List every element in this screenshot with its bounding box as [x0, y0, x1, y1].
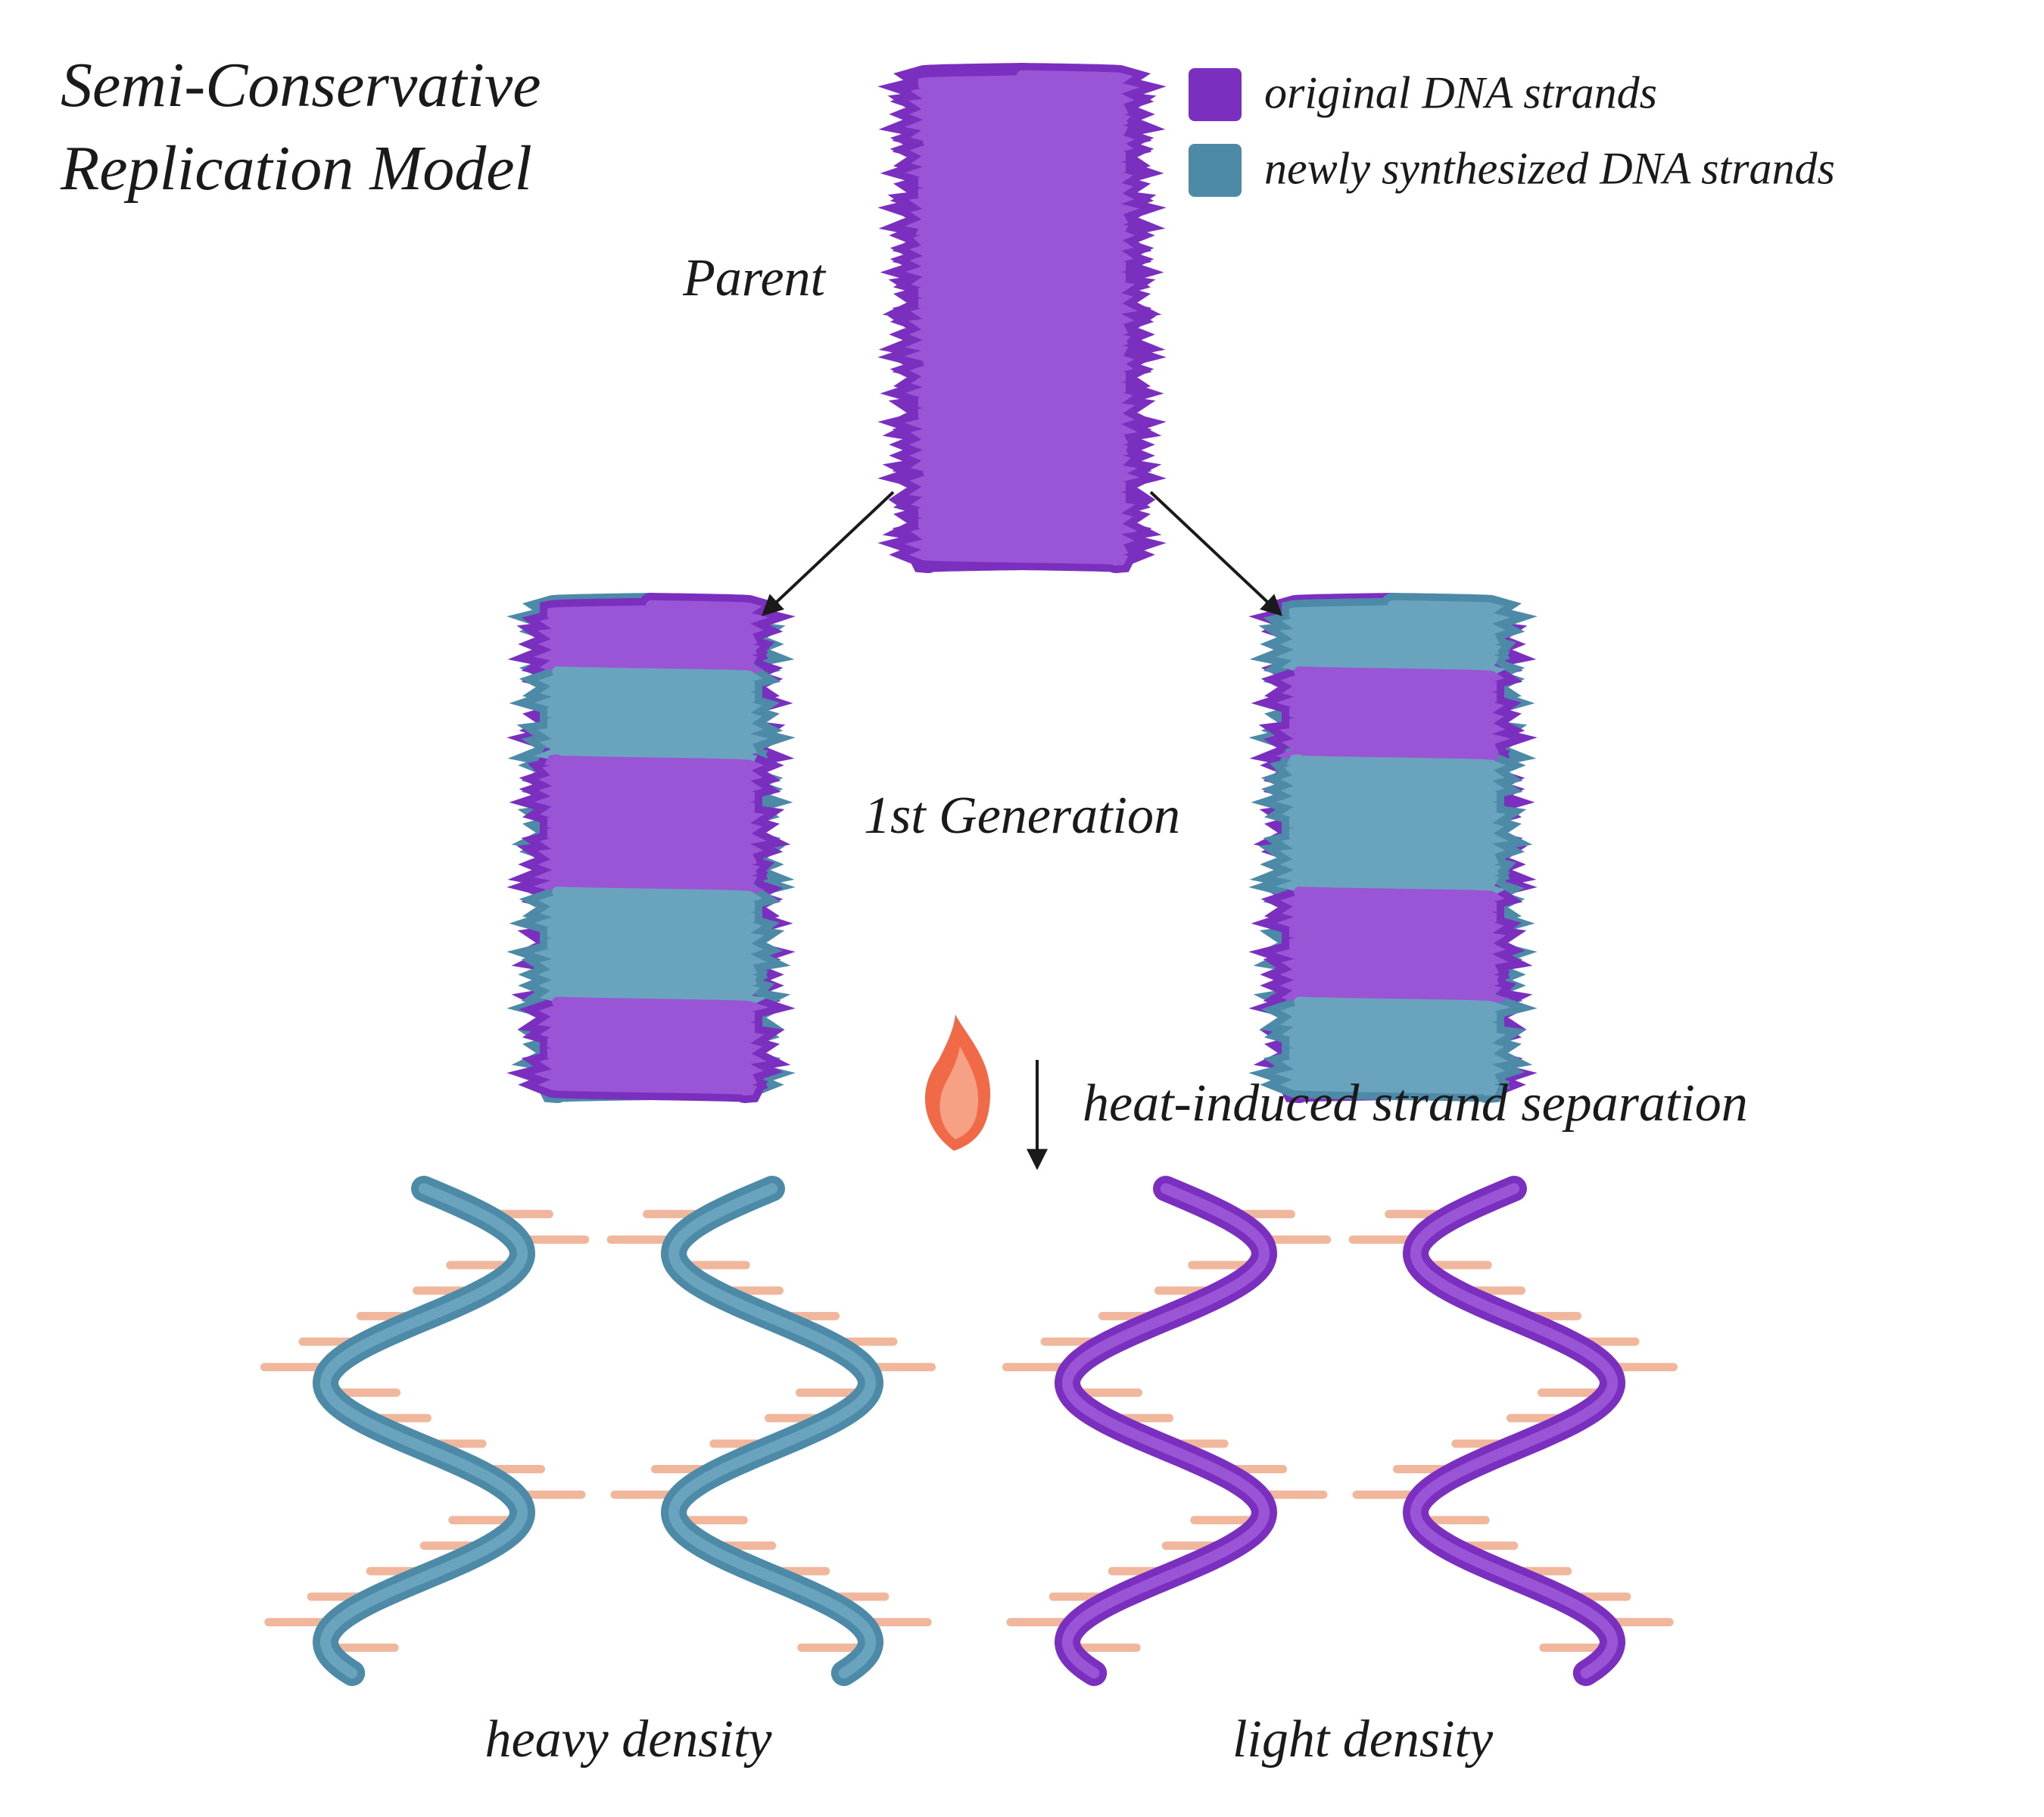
label-heat: heat-induced strand separation — [1083, 1074, 1748, 1133]
legend-swatch — [1189, 144, 1242, 197]
dna-strand — [553, 1068, 749, 1090]
page-title: Semi-Conservative — [61, 50, 541, 120]
flame-icon — [925, 1014, 990, 1151]
dna-double-helix — [1295, 606, 1491, 1090]
arrow — [1151, 492, 1279, 613]
legend-swatch — [1189, 68, 1242, 121]
dna-strand — [924, 538, 1120, 560]
dna-single-strand — [611, 1189, 931, 1673]
label-light: light density — [1232, 1710, 1494, 1769]
label-gen1: 1st Generation — [864, 787, 1180, 845]
legend-label: newly synthesized DNA strands — [1264, 144, 1835, 194]
dna-single-strand — [264, 1189, 584, 1673]
dna-double-helix — [924, 76, 1120, 560]
dna-double-helix — [553, 606, 749, 1090]
label-heavy: heavy density — [485, 1710, 773, 1769]
legend: original DNA strands newly synthesized DN… — [1189, 68, 1835, 198]
label-parent: Parent — [682, 249, 826, 307]
arrow — [765, 492, 893, 613]
page-title: Replication Model — [60, 133, 532, 204]
legend-label: original DNA strands — [1264, 68, 1657, 118]
dna-single-strand — [1353, 1189, 1673, 1673]
dna-single-strand — [1006, 1189, 1326, 1673]
